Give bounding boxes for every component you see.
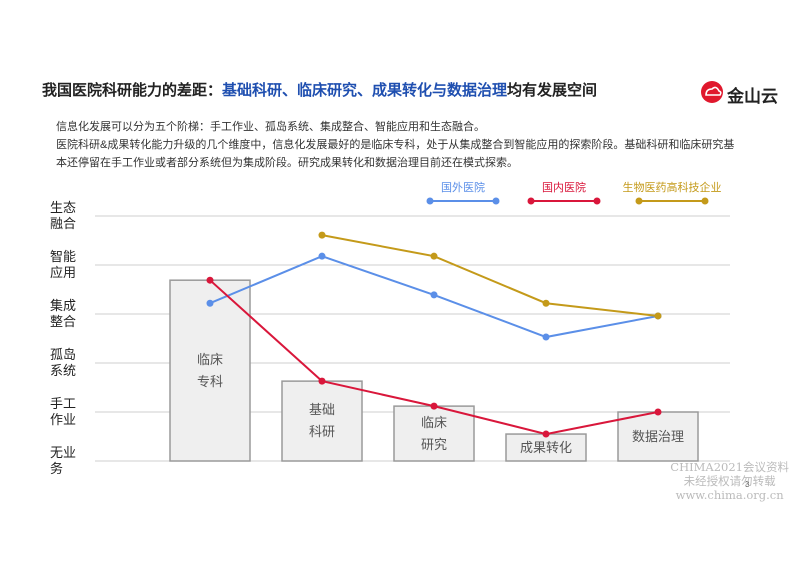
watermark: CHIMA2021会议资料 未经授权请勿转载 www.chima.org.cn: [670, 460, 789, 502]
series-point: [542, 299, 550, 307]
legend-dot: [635, 197, 643, 205]
y-tick-label: 无业务: [50, 445, 77, 476]
series-line: [321, 234, 659, 317]
y-tick-label: 集成整合: [50, 298, 77, 329]
category-label: 成果转化: [519, 439, 572, 455]
series-point: [654, 408, 662, 416]
series-point: [430, 252, 438, 260]
title-part: 均有发展空间: [507, 82, 598, 99]
y-tick-label: 生态融合: [50, 200, 77, 231]
legend-dot: [701, 197, 709, 205]
title: 我国医院科研能力的差距：基础科研、临床研究、成果转化与数据治理均有发展空间: [42, 79, 597, 100]
title-highlight: 基础科研、临床研究、成果转化与数据治理: [222, 82, 508, 99]
watermark-line: 未经授权请勿转载: [683, 474, 776, 488]
category-label: 基础科研: [308, 402, 335, 440]
category-label: 数据治理: [631, 428, 684, 444]
legend-label: 国内医院: [542, 182, 586, 194]
title-part: 我国医院科研能力的差距：: [42, 82, 223, 99]
series-point: [206, 276, 214, 284]
bar: [393, 405, 475, 462]
legend-dot: [492, 197, 500, 205]
category-label: 临床专科: [196, 351, 223, 389]
bar: [617, 411, 699, 462]
logo-cloud: [705, 86, 722, 96]
description-line: 信息化发展可以分为五个阶梯：手工作业、孤岛系统、集成整合、智能应用和生态融合。: [56, 121, 485, 133]
series-point: [318, 231, 326, 239]
series-point: [654, 312, 662, 320]
logo-text: 金山云: [727, 87, 778, 106]
description-line: 医院科研&成果转化能力升级的几个维度中，信息化发展最好的是临床专科，处于从集成整…: [56, 139, 735, 169]
y-tick-label: 孤岛系统: [50, 347, 77, 378]
y-tick-label: 手工作业: [50, 396, 77, 427]
page-number: 3: [745, 480, 750, 489]
legend-label: 生物医药高科技企业: [622, 182, 722, 194]
series-point: [318, 252, 326, 260]
series-point: [318, 377, 326, 385]
category-label: 临床研究: [420, 414, 447, 452]
legend-dot: [593, 197, 601, 205]
legend-dot: [426, 197, 434, 205]
bar: [281, 380, 363, 462]
watermark-line: CHIMA2021会议资料: [670, 460, 789, 474]
legend-dot: [527, 197, 535, 205]
series-point: [430, 402, 438, 410]
series-point: [206, 299, 214, 307]
logo-icon: [701, 81, 723, 103]
y-tick-label: 智能应用: [50, 249, 77, 280]
series-point: [430, 291, 438, 299]
description: 信息化发展可以分为五个阶梯：手工作业、孤岛系统、集成整合、智能应用和生态融合。 …: [56, 118, 736, 172]
watermark-line: www.chima.org.cn: [675, 488, 784, 502]
series-point: [542, 430, 550, 438]
series-point: [542, 333, 550, 341]
bar: [505, 433, 587, 462]
legend-label: 国外医院: [441, 182, 485, 194]
